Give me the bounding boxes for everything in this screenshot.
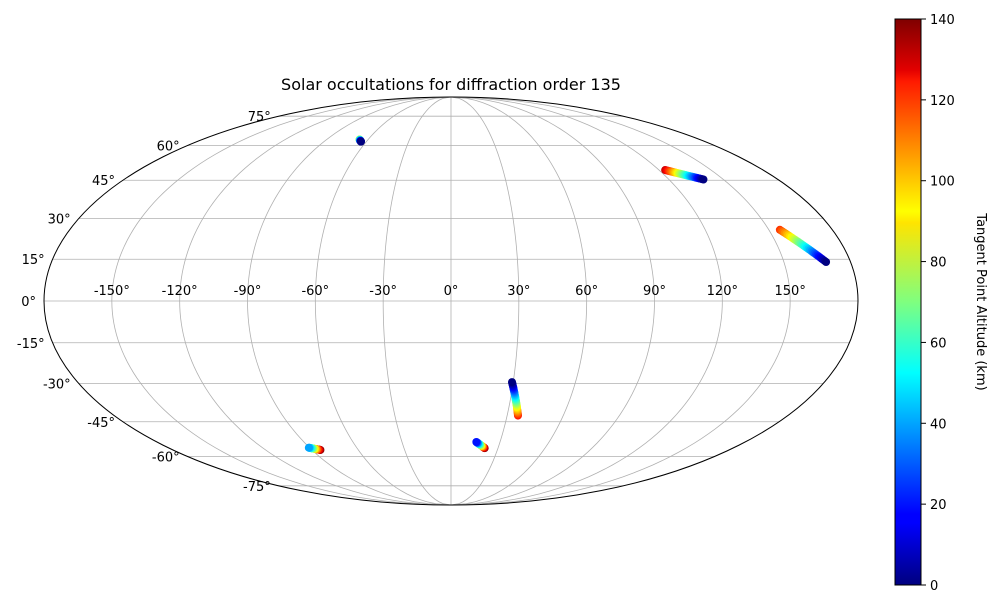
colorbar-gradient <box>894 18 922 586</box>
y-tick-label: 60° <box>157 139 180 154</box>
y-tick-label: 15° <box>22 253 45 268</box>
data-point <box>822 258 831 266</box>
y-tick-label: 0° <box>21 295 36 310</box>
x-tick-label: 90° <box>643 284 666 299</box>
data-point <box>508 378 516 387</box>
y-tick-label: -60° <box>152 451 180 466</box>
colorbar-tick-label: 60 <box>930 336 947 351</box>
longitude-tick-labels: -150° -120° -90° -60° -30° 0° 30° 60° 90° 120° 150… <box>94 284 806 299</box>
colorbar-tick-label: 100 <box>930 175 955 190</box>
data-point <box>472 438 481 447</box>
y-tick-label: -45° <box>87 416 115 431</box>
x-tick-label: -120° <box>162 284 198 299</box>
colorbar-tick-label: 120 <box>930 94 955 109</box>
map-boundary <box>43 96 859 506</box>
x-tick-label: 60° <box>575 284 598 299</box>
x-tick-label: 0° <box>444 284 459 299</box>
x-tick-label: -150° <box>94 284 130 299</box>
x-tick-label: 30° <box>507 284 530 299</box>
y-tick-label: -30° <box>43 377 71 392</box>
occultation-tracks <box>304 135 831 454</box>
y-tick-label: 30° <box>48 213 71 228</box>
x-tick-label: 120° <box>707 284 738 299</box>
colorbar-tick-label: 20 <box>930 498 947 513</box>
data-point <box>304 443 313 452</box>
data-point <box>356 137 365 146</box>
colorbar-tick-label: 40 <box>930 417 947 432</box>
grid-lines <box>44 96 858 506</box>
colorbar-tick-label: 140 <box>930 13 955 28</box>
colorbar: 0 20 40 60 80 100 120 140 Tangent Point Altitud… <box>894 13 988 594</box>
y-tick-label: 45° <box>92 174 115 189</box>
latitude-tick-labels: -75° -60° -45° -30° -15° 0° 15° 30° 45° 60° 75° <box>17 110 271 495</box>
colorbar-tick-label: 80 <box>930 256 947 271</box>
x-tick-label: -30° <box>369 284 397 299</box>
x-tick-label: 150° <box>775 284 806 299</box>
colorbar-label: Tangent Point Altitude (km) <box>973 212 988 390</box>
colorbar-ticks: 0 20 40 60 80 100 120 140 <box>921 13 955 594</box>
y-tick-label: -75° <box>243 480 271 495</box>
y-tick-label: -15° <box>17 337 45 352</box>
x-tick-label: -90° <box>234 284 262 299</box>
data-point <box>699 175 708 184</box>
x-tick-label: -60° <box>301 284 329 299</box>
y-tick-label: 75° <box>248 110 271 125</box>
chart-title: Solar occultations for diffraction order… <box>281 75 621 94</box>
colorbar-tick-label: 0 <box>930 579 938 594</box>
